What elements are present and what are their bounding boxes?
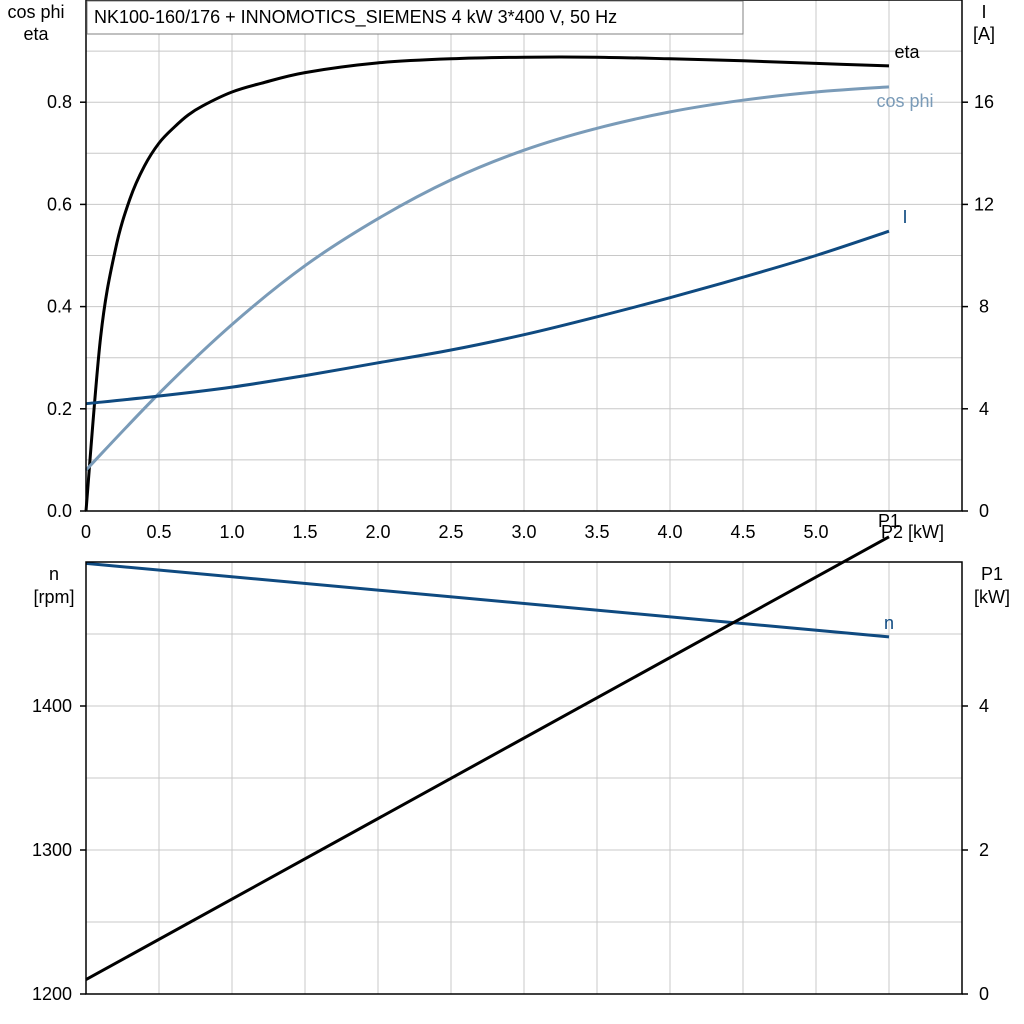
bottom-left-y-tick-label: 1300 xyxy=(32,840,72,860)
bottom-right-ylabel-line1: P1 xyxy=(981,564,1003,584)
series-cos-phi-line xyxy=(84,85,890,472)
series-n-label: n xyxy=(884,613,894,633)
bottom-left-y-tick-label: 1400 xyxy=(32,696,72,716)
title-box xyxy=(86,0,744,35)
top-left-y-tick-label: 0.4 xyxy=(47,297,72,317)
top-left-y-tick-label: 0.6 xyxy=(47,194,72,214)
top-left-ylabel-line2: eta xyxy=(23,24,49,44)
top-left-y-tick-label: 0.8 xyxy=(47,92,72,112)
bottom-plot-frame xyxy=(85,561,963,995)
x-tick-label: 0.5 xyxy=(146,522,171,542)
x-tick-label: 0 xyxy=(81,522,91,542)
bottom-grid xyxy=(86,562,962,994)
bottom-right-y-tick-label: 4 xyxy=(979,696,989,716)
series-labels: eta cos phi In P1 xyxy=(876,42,933,633)
x-tick-label: 2.5 xyxy=(438,522,463,542)
top-left-y-tick-label: 0.0 xyxy=(47,501,72,521)
bottom-left-ylabel-line1: n xyxy=(49,564,59,584)
series-p1-line xyxy=(85,535,890,981)
top-right-y-tick-label: 12 xyxy=(974,194,994,214)
top-grid xyxy=(86,0,962,511)
top-series xyxy=(84,55,890,512)
x-tick-label: 5.0 xyxy=(803,522,828,542)
bottom-left-y-tick-label: 1200 xyxy=(32,984,72,1004)
tick-labels: 0 0.5 1.0 1.5 2.0 2.5 3.0 3.5 4.0 4.5 5.0 P2 [kW] 0.… xyxy=(32,92,994,1004)
x-tick-label: 1.0 xyxy=(219,522,244,542)
bottom-right-y-tick-label: 2 xyxy=(979,840,989,860)
top-right-ylabel-line1: I xyxy=(981,2,986,22)
series-i-line xyxy=(85,229,890,406)
x-tick-label: 3.5 xyxy=(584,522,609,542)
top-left-ylabel-line1: cos phi xyxy=(7,2,64,22)
series-p1-label: P1 xyxy=(878,511,900,531)
series-i-label: I xyxy=(902,207,907,227)
top-plot-frame xyxy=(85,0,963,512)
x-tick-label: 2.0 xyxy=(365,522,390,542)
x-tick-label: 4.0 xyxy=(657,522,682,542)
top-right-y-tick-label: 4 xyxy=(979,399,989,419)
bottom-left-ylabel-line2: [rpm] xyxy=(33,587,74,607)
top-right-y-tick-label: 16 xyxy=(974,92,994,112)
top-left-y-tick-label: 0.2 xyxy=(47,399,72,419)
bottom-right-y-tick-label: 0 xyxy=(979,984,989,1004)
bottom-right-ylabel-line2: [kW] xyxy=(974,587,1010,607)
x-tick-label: 4.5 xyxy=(730,522,755,542)
x-axis-label: P2 [kW] xyxy=(881,522,944,542)
series-eta-line xyxy=(84,55,890,512)
series-n-line xyxy=(85,561,890,639)
chart-title: NK100-160/176 + INNOMOTICS_SIEMENS 4 kW … xyxy=(94,7,617,28)
series-eta-label: eta xyxy=(894,42,920,62)
top-right-ylabel-line2: [A] xyxy=(973,24,995,44)
x-tick-label: 1.5 xyxy=(292,522,317,542)
x-tick-label: 3.0 xyxy=(511,522,536,542)
series-cos-phi-label: cos phi xyxy=(876,91,933,111)
top-right-y-tick-label: 0 xyxy=(979,501,989,521)
bottom-series xyxy=(85,535,890,981)
top-right-y-tick-label: 8 xyxy=(979,297,989,317)
